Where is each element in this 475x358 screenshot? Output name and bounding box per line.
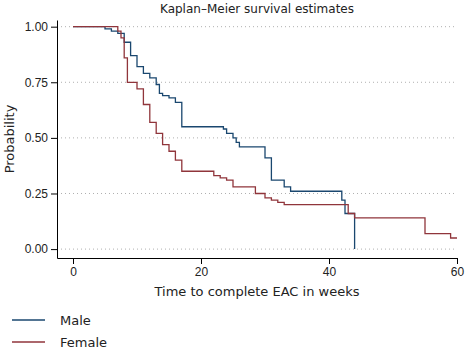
y-tick: 0.75 <box>25 76 57 90</box>
grid-line <box>57 249 457 250</box>
y-tick-label: 1.00 <box>25 20 49 34</box>
x-axis: 0 20 40 60 <box>58 258 465 279</box>
y-tick-mark <box>51 193 57 194</box>
legend: Male Female <box>12 313 107 350</box>
legend-label: Female <box>60 335 107 350</box>
chart: Kaplan–Meier survival estimates 0 20 40 60 0.… <box>0 0 475 358</box>
y-tick: 0.50 <box>25 131 57 145</box>
x-tick: 0 <box>70 258 77 279</box>
y-tick-mark <box>51 27 57 28</box>
y-axis-line <box>57 21 58 259</box>
legend-swatch <box>12 341 45 342</box>
x-axis-title: Time to complete EAC in weeks <box>154 284 360 299</box>
grid-line <box>57 137 457 138</box>
title: Kaplan–Meier survival estimates <box>160 2 354 16</box>
x-tick-label: 40 <box>323 265 337 279</box>
x-tick: 40 <box>323 258 337 279</box>
survival-line <box>73 27 457 238</box>
y-tick-label: 0.00 <box>25 242 49 256</box>
x-axis-line <box>58 258 458 259</box>
legend-label: Male <box>60 313 91 328</box>
x-tick-mark <box>201 258 202 264</box>
grid <box>57 27 457 249</box>
plot-area <box>73 27 457 249</box>
x-tick-label: 20 <box>195 265 209 279</box>
x-tick-mark <box>457 258 458 264</box>
y-tick-mark <box>51 138 57 139</box>
x-tick: 60 <box>451 258 465 279</box>
y-tick: 0.00 <box>25 242 57 256</box>
y-tick-label: 0.50 <box>25 131 49 145</box>
survival-line <box>73 27 355 249</box>
y-tick-label: 0.25 <box>25 187 49 201</box>
x-tick-mark <box>73 258 74 264</box>
y-axis: 0.00 0.25 0.50 0.75 1.00 <box>25 20 58 258</box>
x-tick-mark <box>329 258 330 264</box>
legend-swatch <box>12 319 45 320</box>
y-axis-title: Probability <box>2 104 17 173</box>
x-tick: 20 <box>195 258 209 279</box>
x-tick-label: 0 <box>70 265 77 279</box>
y-tick: 1.00 <box>25 20 57 34</box>
x-tick-label: 60 <box>451 265 465 279</box>
y-tick-mark <box>51 249 57 250</box>
y-tick: 0.25 <box>25 187 57 201</box>
y-tick-mark <box>51 82 57 83</box>
grid-line <box>57 82 457 83</box>
y-tick-label: 0.75 <box>25 76 49 90</box>
